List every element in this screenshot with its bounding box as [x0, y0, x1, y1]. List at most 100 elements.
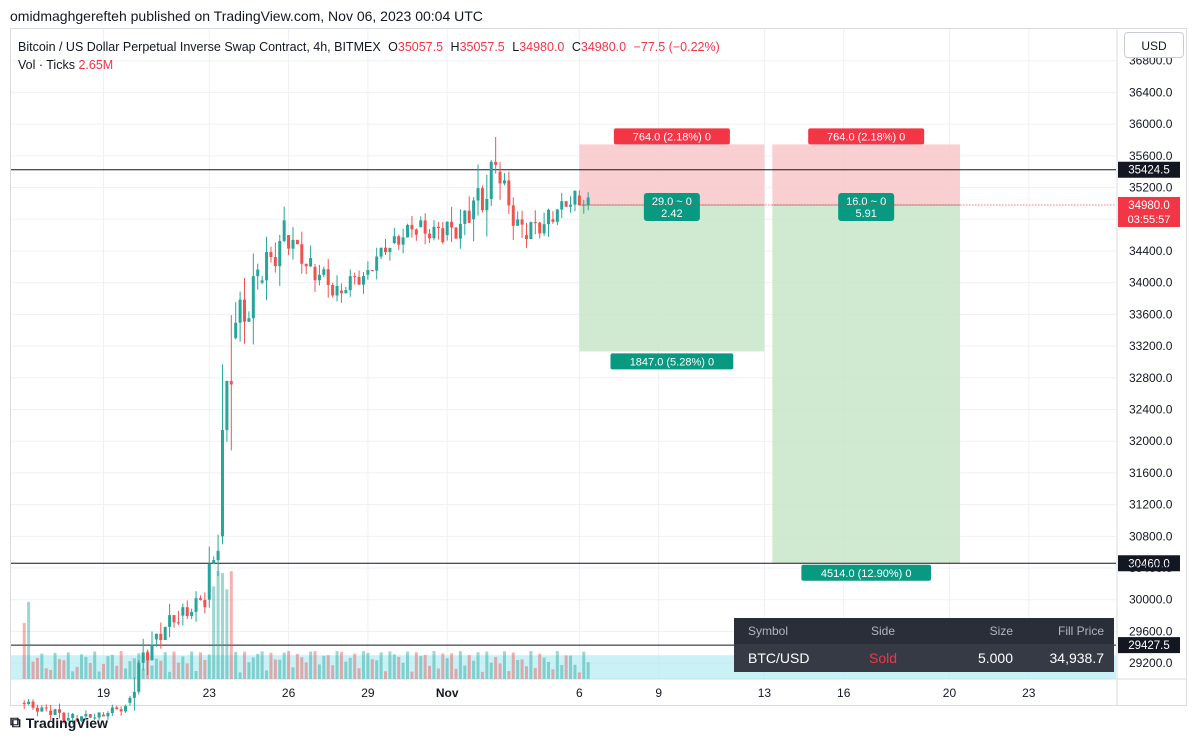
- candle-body: [273, 257, 277, 267]
- volume-bar: [234, 651, 238, 679]
- volume-bar: [322, 655, 326, 679]
- candle-body: [31, 701, 35, 708]
- volume-bar: [502, 651, 506, 679]
- volume-bar: [494, 657, 498, 679]
- volume-bar: [172, 651, 176, 679]
- candle-body: [282, 220, 286, 241]
- volume-bar: [317, 664, 321, 679]
- candle-body: [313, 266, 317, 281]
- volume-bar: [533, 667, 537, 679]
- candle-body: [384, 247, 388, 253]
- candle-body: [88, 714, 92, 718]
- candle-body: [458, 223, 462, 239]
- candle-body: [428, 233, 432, 239]
- volume-bar: [163, 652, 167, 679]
- volume-bar: [476, 652, 480, 679]
- legend-open-label: O: [388, 40, 398, 54]
- candle-body: [454, 227, 458, 239]
- candle-body: [141, 652, 145, 663]
- candle-body: [75, 718, 79, 721]
- candle-body: [419, 220, 423, 228]
- candle-body: [119, 709, 123, 712]
- candle-body: [397, 236, 401, 245]
- price-tick-label: 30800.0: [1129, 529, 1173, 543]
- candle-body: [529, 222, 533, 240]
- fill-header-price: Fill Price: [1057, 624, 1104, 638]
- volume-bar: [207, 654, 211, 679]
- volume-bar: [225, 589, 229, 679]
- volume-bar: [542, 657, 546, 679]
- volume-bar: [520, 659, 524, 679]
- candle-body: [176, 622, 180, 624]
- volume-bar: [243, 651, 247, 679]
- candle-body: [212, 560, 216, 564]
- currency-button[interactable]: USD: [1124, 32, 1184, 58]
- candle-body: [146, 652, 150, 661]
- volume-bar: [401, 662, 405, 679]
- candle-body: [423, 220, 427, 234]
- volume-bar: [467, 655, 471, 679]
- candle-body: [154, 633, 158, 640]
- fill-size: 5.000: [977, 650, 1013, 666]
- volume-bar: [128, 661, 132, 679]
- candle-body: [502, 180, 506, 184]
- price-tick-label: 35600.0: [1129, 149, 1173, 163]
- candle-body: [357, 276, 361, 285]
- candle-body: [247, 318, 251, 322]
- volume-bar: [27, 601, 31, 679]
- volume-bar: [511, 652, 515, 679]
- candle-body: [317, 274, 321, 281]
- candle-body: [35, 707, 39, 712]
- price-tick-label: 32400.0: [1129, 402, 1173, 416]
- fill-side: Sold: [868, 650, 898, 666]
- candle-body: [93, 717, 97, 719]
- footer-brand[interactable]: ⧉ TradingView: [10, 714, 108, 731]
- fill-table-row[interactable]: BTC/USD Sold 5.000 34,938.7: [734, 644, 1114, 672]
- volume-bar: [564, 655, 568, 679]
- candle-body: [291, 239, 295, 249]
- horizontal-line-tag-0: 35424.5: [1128, 165, 1170, 177]
- candle-body: [551, 219, 555, 222]
- volume-bar: [384, 671, 388, 679]
- volume-bar: [560, 664, 564, 679]
- stop-label-0: 764.0 (2.18%) 0: [633, 131, 711, 143]
- volume-bar: [498, 663, 502, 679]
- fill-header-size: Size: [989, 624, 1013, 638]
- volume-bar: [353, 653, 357, 679]
- last-price-tag: 34980.0: [1128, 200, 1170, 212]
- candle-body: [564, 201, 568, 207]
- chart-legend: Bitcoin / US Dollar Perpetual Inverse Sw…: [18, 38, 720, 74]
- volume-bar: [154, 658, 158, 679]
- volume-bar: [309, 651, 313, 679]
- candle-body: [388, 247, 392, 253]
- candle-body: [450, 221, 454, 228]
- price-tick-label: 36400.0: [1129, 85, 1173, 99]
- fill-header-symbol: Symbol: [748, 624, 789, 638]
- volume-bar: [507, 671, 511, 679]
- volume-bar: [573, 664, 577, 679]
- candle-body: [344, 290, 348, 294]
- candle-body: [335, 285, 339, 296]
- candle-body: [115, 707, 119, 710]
- published-caption: omidmaghgerefteh published on TradingVie…: [10, 8, 483, 24]
- volume-bar: [331, 665, 335, 679]
- candle-body: [507, 180, 511, 206]
- volume-bar: [357, 668, 361, 679]
- candle-body: [309, 258, 313, 267]
- legend-close-value: 34980.0: [580, 40, 627, 54]
- volume-bar: [168, 671, 172, 679]
- candle-body: [339, 290, 343, 294]
- tradingview-logo-icon: ⧉: [10, 714, 21, 731]
- volume-bar: [555, 651, 559, 679]
- candle-body: [287, 235, 291, 249]
- last-price-countdown: 03:55:57: [1128, 214, 1171, 226]
- candle-body: [467, 210, 471, 223]
- target-label-0-bg: [610, 353, 734, 370]
- candle-body: [542, 224, 546, 234]
- legend-row-ohlc: Bitcoin / US Dollar Perpetual Inverse Sw…: [18, 38, 720, 56]
- center-label-bg-1: [838, 192, 895, 221]
- price-tick-label: 34000.0: [1129, 276, 1173, 290]
- price-tick-label: 36000.0: [1129, 117, 1173, 131]
- candle-body: [569, 204, 573, 207]
